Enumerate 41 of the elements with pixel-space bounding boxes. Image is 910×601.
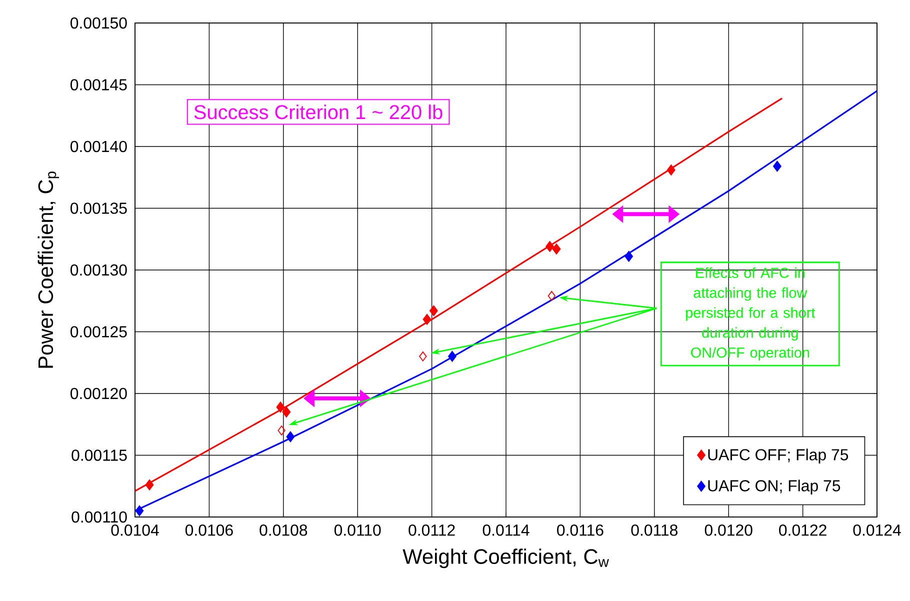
legend-label: UAFC OFF; Flap 75 [708,448,848,464]
x-axis-title: Weight Coefficient, C$_{w}$ [402,548,609,568]
y-tick-label: 0.00145 [70,79,127,90]
point [552,244,561,254]
point [278,426,286,436]
point [666,164,676,176]
legend-label: UAFC ON; Flap 75 [708,480,840,495]
point [624,250,634,262]
x-tick-label: 0.0110 [334,524,381,536]
point [429,305,438,316]
y-axis-title: Power Coefficient, C$_{p}$ [38,172,60,368]
point [773,160,782,172]
x-tick-label: 0.0112 [408,524,455,536]
point [135,505,144,516]
annotation: Success Criterion 1 ~ 220 lb [194,104,442,120]
x-tick-label: 0.0108 [260,524,308,536]
point [422,314,432,325]
x-tick-label: 0.0104 [111,524,159,536]
x-tick-label: 0.0124 [853,524,901,536]
x-tick-label: 0.0114 [482,524,530,536]
point [282,406,291,418]
x-tick-label: 0.0118 [631,524,678,536]
x-tick-label: 0.0106 [185,524,233,536]
y-tick-label: 0.00110 [72,511,127,523]
y-tick-label: 0.00150 [70,17,127,29]
point [546,241,554,252]
point [145,479,154,490]
point [286,431,295,442]
point [419,351,427,362]
y-tick-label: 0.00140 [70,140,127,152]
y-tick-label: 0.00130 [70,264,127,276]
y-tick-label: 0.00135 [70,202,127,214]
y-tick-label: 0.00125 [70,326,127,338]
point [276,402,285,413]
y-tick-label: 0.00120 [70,388,127,400]
point [548,290,556,301]
y-tick-label: 0.00115 [72,450,127,461]
x-tick-label: 0.0120 [704,524,752,536]
x-tick-label: 0.0122 [779,524,826,536]
point [448,350,456,362]
x-tick-label: 0.0116 [557,524,604,536]
